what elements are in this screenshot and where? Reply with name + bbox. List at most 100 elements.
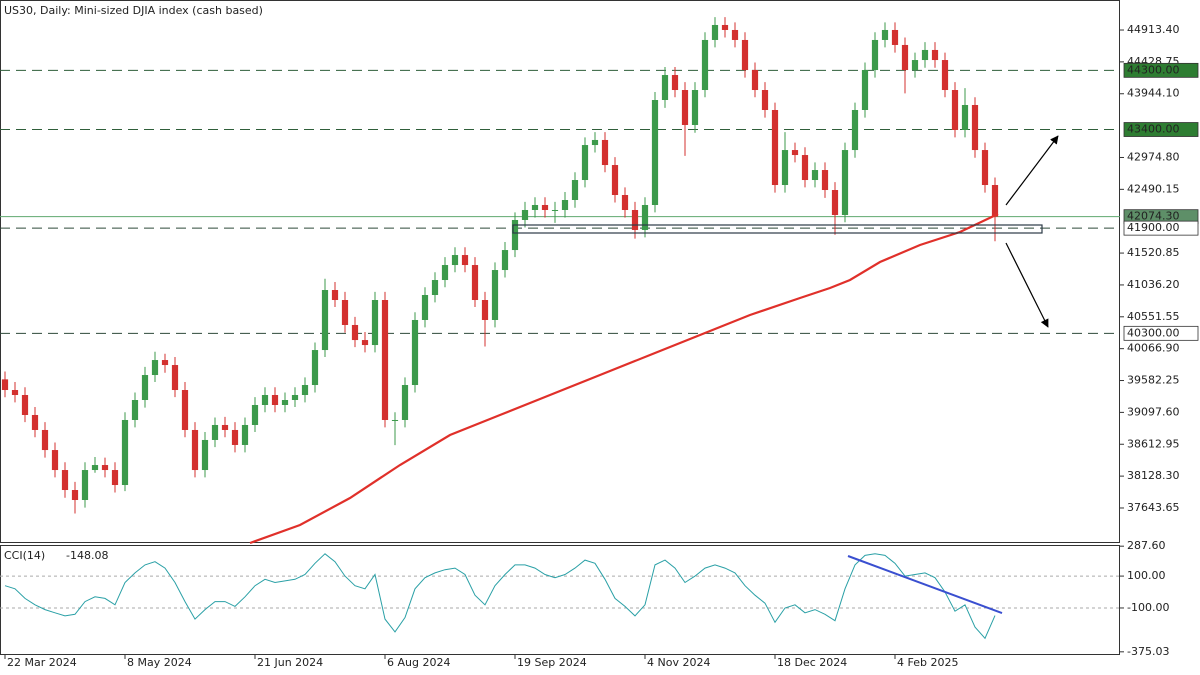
candle-body [921, 49, 929, 61]
y-tick-label: 40066.90 [1127, 342, 1180, 355]
candle-body [101, 465, 109, 471]
arrow-up [1005, 135, 1059, 206]
candle-body [371, 300, 379, 346]
candle-body [201, 439, 209, 471]
candle-body [1, 379, 9, 391]
y-tick-label: -100.00 [1127, 601, 1169, 614]
candle-body [271, 395, 279, 405]
candle-body [541, 204, 549, 210]
candle-body [651, 100, 659, 205]
candle-body [691, 90, 699, 125]
candle-body [301, 385, 309, 396]
candle-body [601, 139, 609, 166]
candle-body [421, 295, 429, 320]
candle-body [581, 145, 589, 181]
candle-body [111, 470, 119, 486]
candle-body [291, 395, 299, 401]
y-tick-label: 41520.85 [1127, 246, 1180, 259]
price-level-label-bg [1123, 325, 1199, 341]
candle-body [121, 419, 129, 486]
candle-body [461, 255, 469, 266]
candle-body [361, 340, 369, 346]
candle-body [851, 109, 859, 151]
x-tick-label: 19 Sep 2024 [517, 656, 587, 669]
candle-body [351, 324, 359, 341]
candle-body [21, 395, 29, 415]
candle-body [471, 265, 479, 301]
candle-body [141, 375, 149, 401]
candle-body [671, 75, 679, 91]
candle-body [731, 29, 739, 40]
candle-body [191, 429, 199, 471]
candle-body [571, 180, 579, 201]
candle-body [621, 195, 629, 210]
candle-body [501, 250, 509, 271]
y-tick-label: 39582.25 [1127, 374, 1180, 387]
candle-body [231, 429, 239, 445]
moving-average [249, 213, 999, 545]
cci-line [4, 553, 996, 640]
y-tick-label: 100.00 [1127, 569, 1166, 582]
candle-body [391, 419, 399, 421]
candle-body [531, 204, 539, 210]
x-tick-label: 6 Aug 2024 [387, 656, 450, 669]
candle-body [811, 170, 819, 181]
candle-body [41, 429, 49, 451]
candle-body [511, 219, 519, 251]
y-tick-label: 38612.95 [1127, 437, 1180, 450]
candle-body [931, 49, 939, 61]
cci-panel-frame [0, 545, 1120, 655]
price-level-label-bg [1123, 220, 1199, 236]
candle-body [341, 300, 349, 325]
candle-body [51, 450, 59, 471]
candle-body [771, 109, 779, 186]
candle-body [211, 424, 219, 440]
candle-body [161, 360, 169, 366]
candle-body [591, 139, 599, 146]
y-tick-label: 39097.60 [1127, 405, 1180, 418]
candle-body [881, 29, 889, 40]
price-level-label-bg [1123, 62, 1199, 78]
x-tick-label: 22 Mar 2024 [7, 656, 77, 669]
candle-body [641, 204, 649, 230]
candle-body [901, 44, 909, 71]
candle-body [971, 104, 979, 151]
candle-body [451, 255, 459, 266]
cci-trendline [847, 555, 1003, 615]
x-tick-label: 21 Jun 2024 [257, 656, 323, 669]
candle-body [711, 24, 719, 40]
candle-body [781, 150, 789, 186]
candle-body [741, 39, 749, 71]
candle-body [31, 414, 39, 430]
arrow-down [1005, 242, 1049, 328]
cci-label: CCI(14) [4, 549, 45, 562]
candle-body [871, 39, 879, 71]
main-panel-frame [0, 0, 1120, 543]
candle-body [131, 400, 139, 420]
candle-body [441, 265, 449, 281]
candle-body [561, 200, 569, 210]
candle-body [381, 300, 389, 420]
candle-body [681, 90, 689, 125]
candle-body [331, 290, 339, 301]
candle-body [991, 185, 999, 217]
candle-body [481, 300, 489, 320]
candle-body [521, 209, 529, 220]
x-tick-label: 4 Nov 2024 [647, 656, 710, 669]
candle-body [701, 39, 709, 91]
candle-body [61, 470, 69, 491]
candle-body [311, 350, 319, 386]
price-level-label: 41900.00 [1127, 221, 1180, 234]
candle-body [181, 390, 189, 430]
candle-body [281, 400, 289, 405]
price-level-label: 43400.00 [1127, 123, 1180, 136]
price-level-label-bg [1123, 122, 1199, 137]
y-tick-label: 42974.80 [1127, 150, 1180, 163]
y-tick-label: 37643.65 [1127, 501, 1180, 514]
candle-body [841, 150, 849, 215]
x-tick-label: 8 May 2024 [127, 656, 192, 669]
candle-body [911, 60, 919, 71]
plot-layer: 44913.4044428.7543944.1042974.8042490.15… [0, 17, 1199, 669]
price-level-label: 42074.30 [1127, 210, 1180, 223]
